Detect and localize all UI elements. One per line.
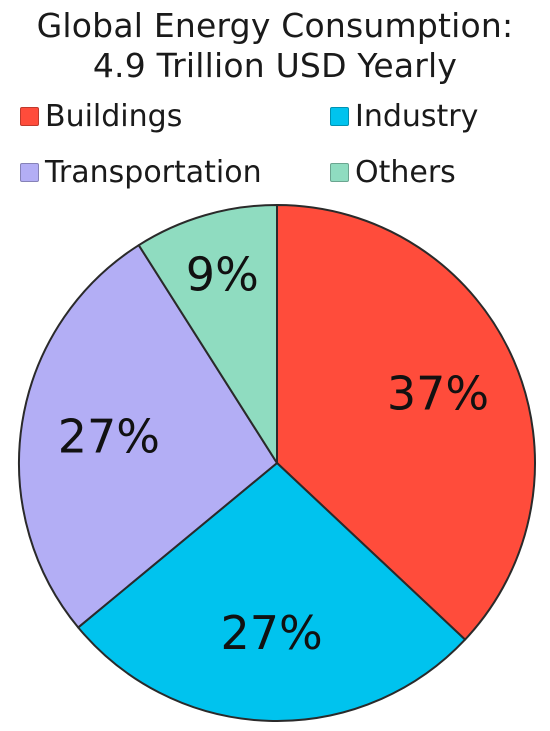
chart-title: Global Energy Consumption: xyxy=(36,6,514,45)
legend-label-transportation: Transportation xyxy=(45,154,262,190)
pie-slice-label-industry: 27% xyxy=(221,606,323,660)
pie-slice-label-transportation: 27% xyxy=(58,409,160,463)
legend-item-others: Others xyxy=(330,152,456,192)
chart-subtitle: 4.9 Trillion USD Yearly xyxy=(92,46,458,85)
legend-label-industry: Industry xyxy=(355,98,479,134)
pie-slice-buildings xyxy=(276,204,536,641)
legend-swatch-buildings xyxy=(20,106,39,126)
legend-swatch-transportation xyxy=(20,162,39,182)
legend-item-transportation: Transportation xyxy=(20,152,262,192)
pie-slice-transportation xyxy=(18,244,278,629)
pie-slice-label-others: 9% xyxy=(186,248,259,302)
legend-item-buildings: Buildings xyxy=(20,96,182,136)
legend-swatch-industry xyxy=(330,106,349,126)
pie-slice-label-buildings: 37% xyxy=(387,366,489,420)
legend-swatch-others xyxy=(330,162,349,182)
legend-label-others: Others xyxy=(355,154,456,190)
legend-label-buildings: Buildings xyxy=(45,98,183,134)
pie-slice-industry xyxy=(77,462,467,722)
pie-slice-others xyxy=(137,204,278,464)
legend-item-industry: Industry xyxy=(330,96,478,136)
